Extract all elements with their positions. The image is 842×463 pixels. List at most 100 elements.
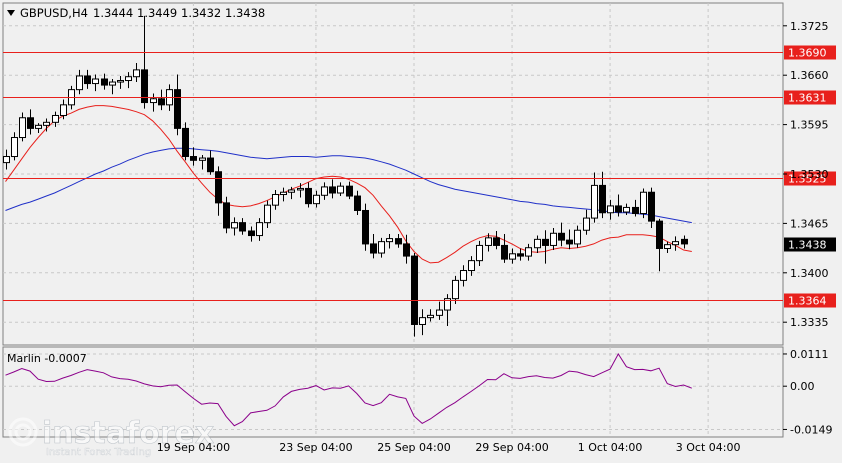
candle-body-bull (256, 222, 263, 237)
candle (280, 187, 287, 202)
candle-body-bull (297, 187, 304, 191)
candle (664, 241, 671, 254)
level-label: 1.3631 (788, 92, 827, 105)
candle-body-bull (534, 238, 541, 249)
candle-body-bear (403, 243, 410, 257)
candle-body-bear (84, 75, 91, 85)
candle (60, 99, 67, 120)
candle-body-bear (370, 243, 377, 254)
indicator-label: Marlin -0.0007 (7, 352, 87, 365)
candle-body-bull (43, 121, 50, 126)
indicator-plot-frame (2, 346, 784, 438)
candle-body-bull (117, 80, 124, 83)
level-label: 1.3690 (788, 47, 827, 60)
close-value: 1.3438 (225, 6, 265, 20)
candle-body-bear (632, 206, 639, 215)
symbol-label: GBPUSD,H4 (20, 6, 88, 20)
candle (468, 256, 475, 276)
candle (346, 181, 353, 200)
candle (27, 109, 34, 135)
candle (591, 172, 598, 223)
candle (534, 235, 541, 254)
candle-body-bear (182, 127, 189, 158)
candle (444, 294, 451, 326)
candle-body-bear (656, 220, 663, 249)
candle-body-bull (321, 186, 328, 196)
candle (395, 234, 402, 248)
candle-body-bear (517, 253, 524, 257)
candle-body-bull (199, 157, 206, 161)
candle (476, 240, 483, 266)
candle-body-bear (101, 78, 108, 86)
candle-body-bear (190, 156, 197, 161)
candle-body-bull (272, 194, 279, 206)
candle-body-bear (223, 202, 230, 229)
level-price-tag (784, 171, 836, 186)
candle (321, 182, 328, 200)
candle (436, 301, 443, 320)
candle (607, 199, 614, 220)
candle (264, 200, 271, 228)
candle (403, 234, 410, 264)
candle-body-bull (623, 206, 630, 213)
candle (337, 182, 344, 197)
candle-body-bear (27, 117, 34, 129)
candle (501, 234, 508, 263)
candle (174, 74, 181, 136)
candle-body-bear (493, 237, 500, 246)
candle (681, 235, 688, 249)
candle-body-bull (125, 76, 132, 82)
chart-header: GBPUSD,H4 1.3444 1.3449 1.3432 1.3438 (7, 6, 265, 20)
candle-body-bull (452, 279, 459, 300)
candle (460, 265, 467, 287)
y-tick-label: 1.3400 (790, 267, 829, 280)
candle-body-bear (207, 157, 214, 173)
axes: 19 Sep 04:00 23 Sep 04:00 25 Sep 04:00 29 S… (157, 20, 836, 454)
y-tick-label: 1.3335 (790, 316, 829, 329)
candle (517, 248, 524, 261)
candle-body-bull (35, 124, 42, 129)
candle (542, 230, 549, 264)
candle (52, 111, 59, 127)
level-label: 1.3525 (788, 173, 827, 186)
level-price-tag (784, 45, 836, 60)
candle-body-bull (150, 98, 157, 104)
candle (288, 186, 295, 200)
candles (3, 15, 688, 337)
candle (84, 69, 91, 89)
candle (182, 122, 189, 161)
y-tick-label: 1.3465 (790, 217, 829, 230)
indicator-tick-label: 0.0111 (790, 348, 829, 361)
candle (133, 63, 140, 83)
candle-body-bear (615, 205, 622, 213)
candle (272, 189, 279, 210)
candle (109, 79, 116, 95)
x-tick-label: 25 Sep 04:00 (377, 441, 450, 454)
marlin-line (5, 353, 692, 427)
candle (141, 15, 148, 109)
x-tick-label: 3 Oct 04:00 (676, 441, 741, 454)
candle-body-bull (386, 238, 393, 243)
candle-body-bull (485, 237, 492, 246)
candle-body-bull (76, 75, 83, 91)
candle-body-bear (395, 238, 402, 245)
candle-body-bear (248, 230, 255, 237)
candle (19, 112, 26, 142)
watermark-brand: instaforex (42, 416, 214, 451)
candle (150, 93, 157, 112)
current-price-tag (784, 237, 836, 252)
candle-body-bull (60, 104, 67, 116)
candle-body-bear (239, 222, 246, 232)
candle-body-bull (419, 317, 426, 325)
candle (190, 147, 197, 166)
candle-body-bull (11, 137, 18, 158)
candle-body-bull (583, 217, 590, 231)
indicator-tick-label: -0.0149 (790, 423, 832, 436)
candle-body-bull (231, 222, 238, 229)
level-price-tag (784, 293, 836, 308)
candle (656, 218, 663, 272)
candle (525, 243, 532, 261)
caret-down-icon[interactable] (7, 10, 15, 16)
candle (248, 226, 255, 242)
